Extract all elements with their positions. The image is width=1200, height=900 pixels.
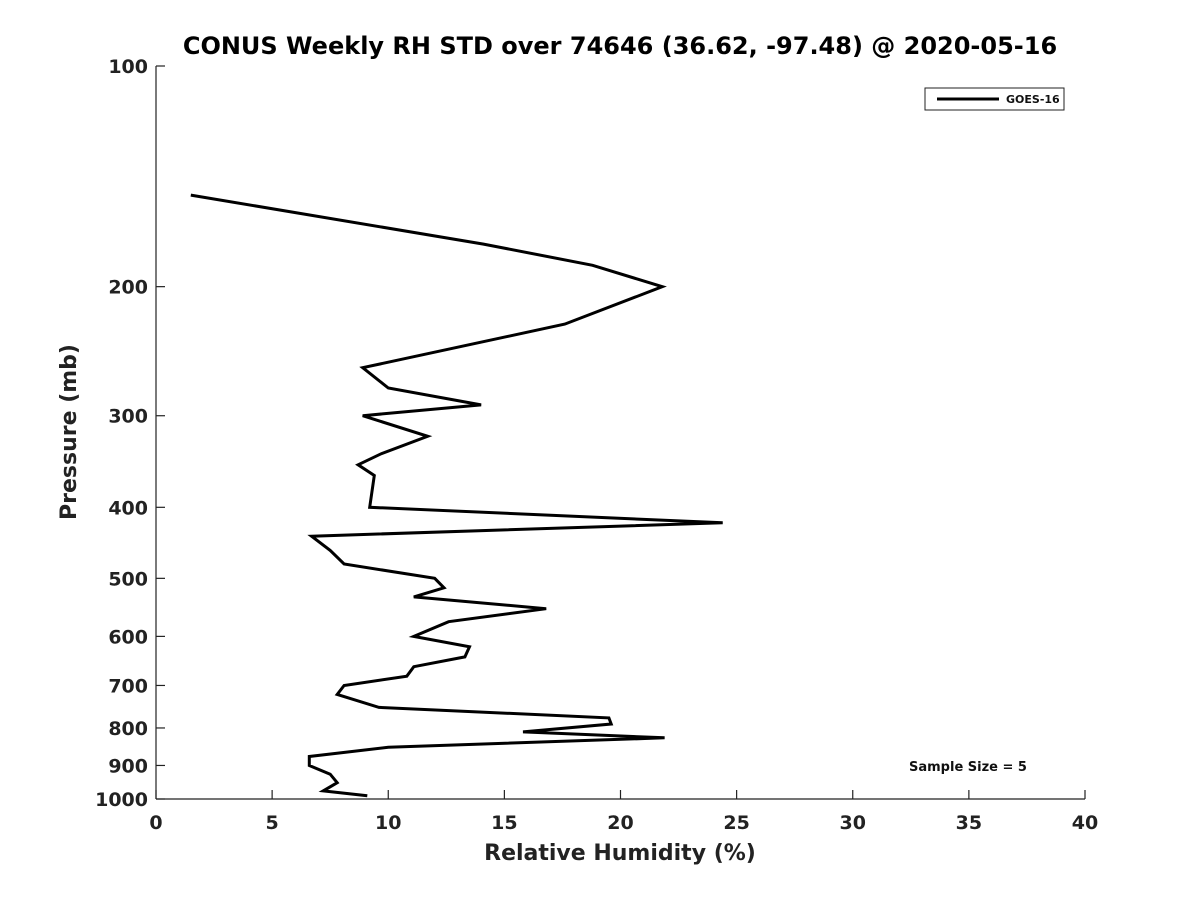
plot-area xyxy=(156,66,1085,799)
y-tick-label: 900 xyxy=(108,755,148,777)
x-tick-label: 0 xyxy=(149,812,162,834)
y-tick-label: 500 xyxy=(108,568,148,590)
x-tick-label: 40 xyxy=(1072,812,1098,834)
legend-label-goes-16: GOES-16 xyxy=(1006,93,1060,106)
x-tick-label: 25 xyxy=(723,812,749,834)
legend: GOES-16 xyxy=(924,87,1065,111)
x-axis-label: Relative Humidity (%) xyxy=(484,841,756,866)
series-line-goes-16 xyxy=(190,193,723,798)
sample-size-annotation: Sample Size = 5 xyxy=(909,760,1027,775)
x-tick-label: 15 xyxy=(491,812,517,834)
y-tick-label: 400 xyxy=(108,497,148,519)
y-tick-label: 700 xyxy=(108,675,148,697)
x-tick-label: 30 xyxy=(840,812,866,834)
x-axis-ticks: 0 5 10 15 20 25 30 35 40 xyxy=(149,790,1098,834)
y-tick-label: 800 xyxy=(108,718,148,740)
y-tick-label: 1000 xyxy=(95,789,148,811)
y-axis-label: Pressure (mb) xyxy=(57,344,82,520)
x-tick-label: 20 xyxy=(607,812,633,834)
y-tick-label: 100 xyxy=(108,56,148,78)
y-tick-label: 200 xyxy=(108,277,148,299)
series-layer xyxy=(190,193,723,798)
y-axis-ticks: 100 200 300 400 500 600 700 800 900 1000 xyxy=(95,56,165,811)
chart-title: CONUS Weekly RH STD over 74646 (36.62, -… xyxy=(183,32,1057,60)
y-tick-label: 600 xyxy=(108,626,148,648)
y-tick-label: 300 xyxy=(108,406,148,428)
x-tick-label: 5 xyxy=(266,812,279,834)
x-tick-label: 35 xyxy=(956,812,982,834)
x-tick-label: 10 xyxy=(375,812,401,834)
